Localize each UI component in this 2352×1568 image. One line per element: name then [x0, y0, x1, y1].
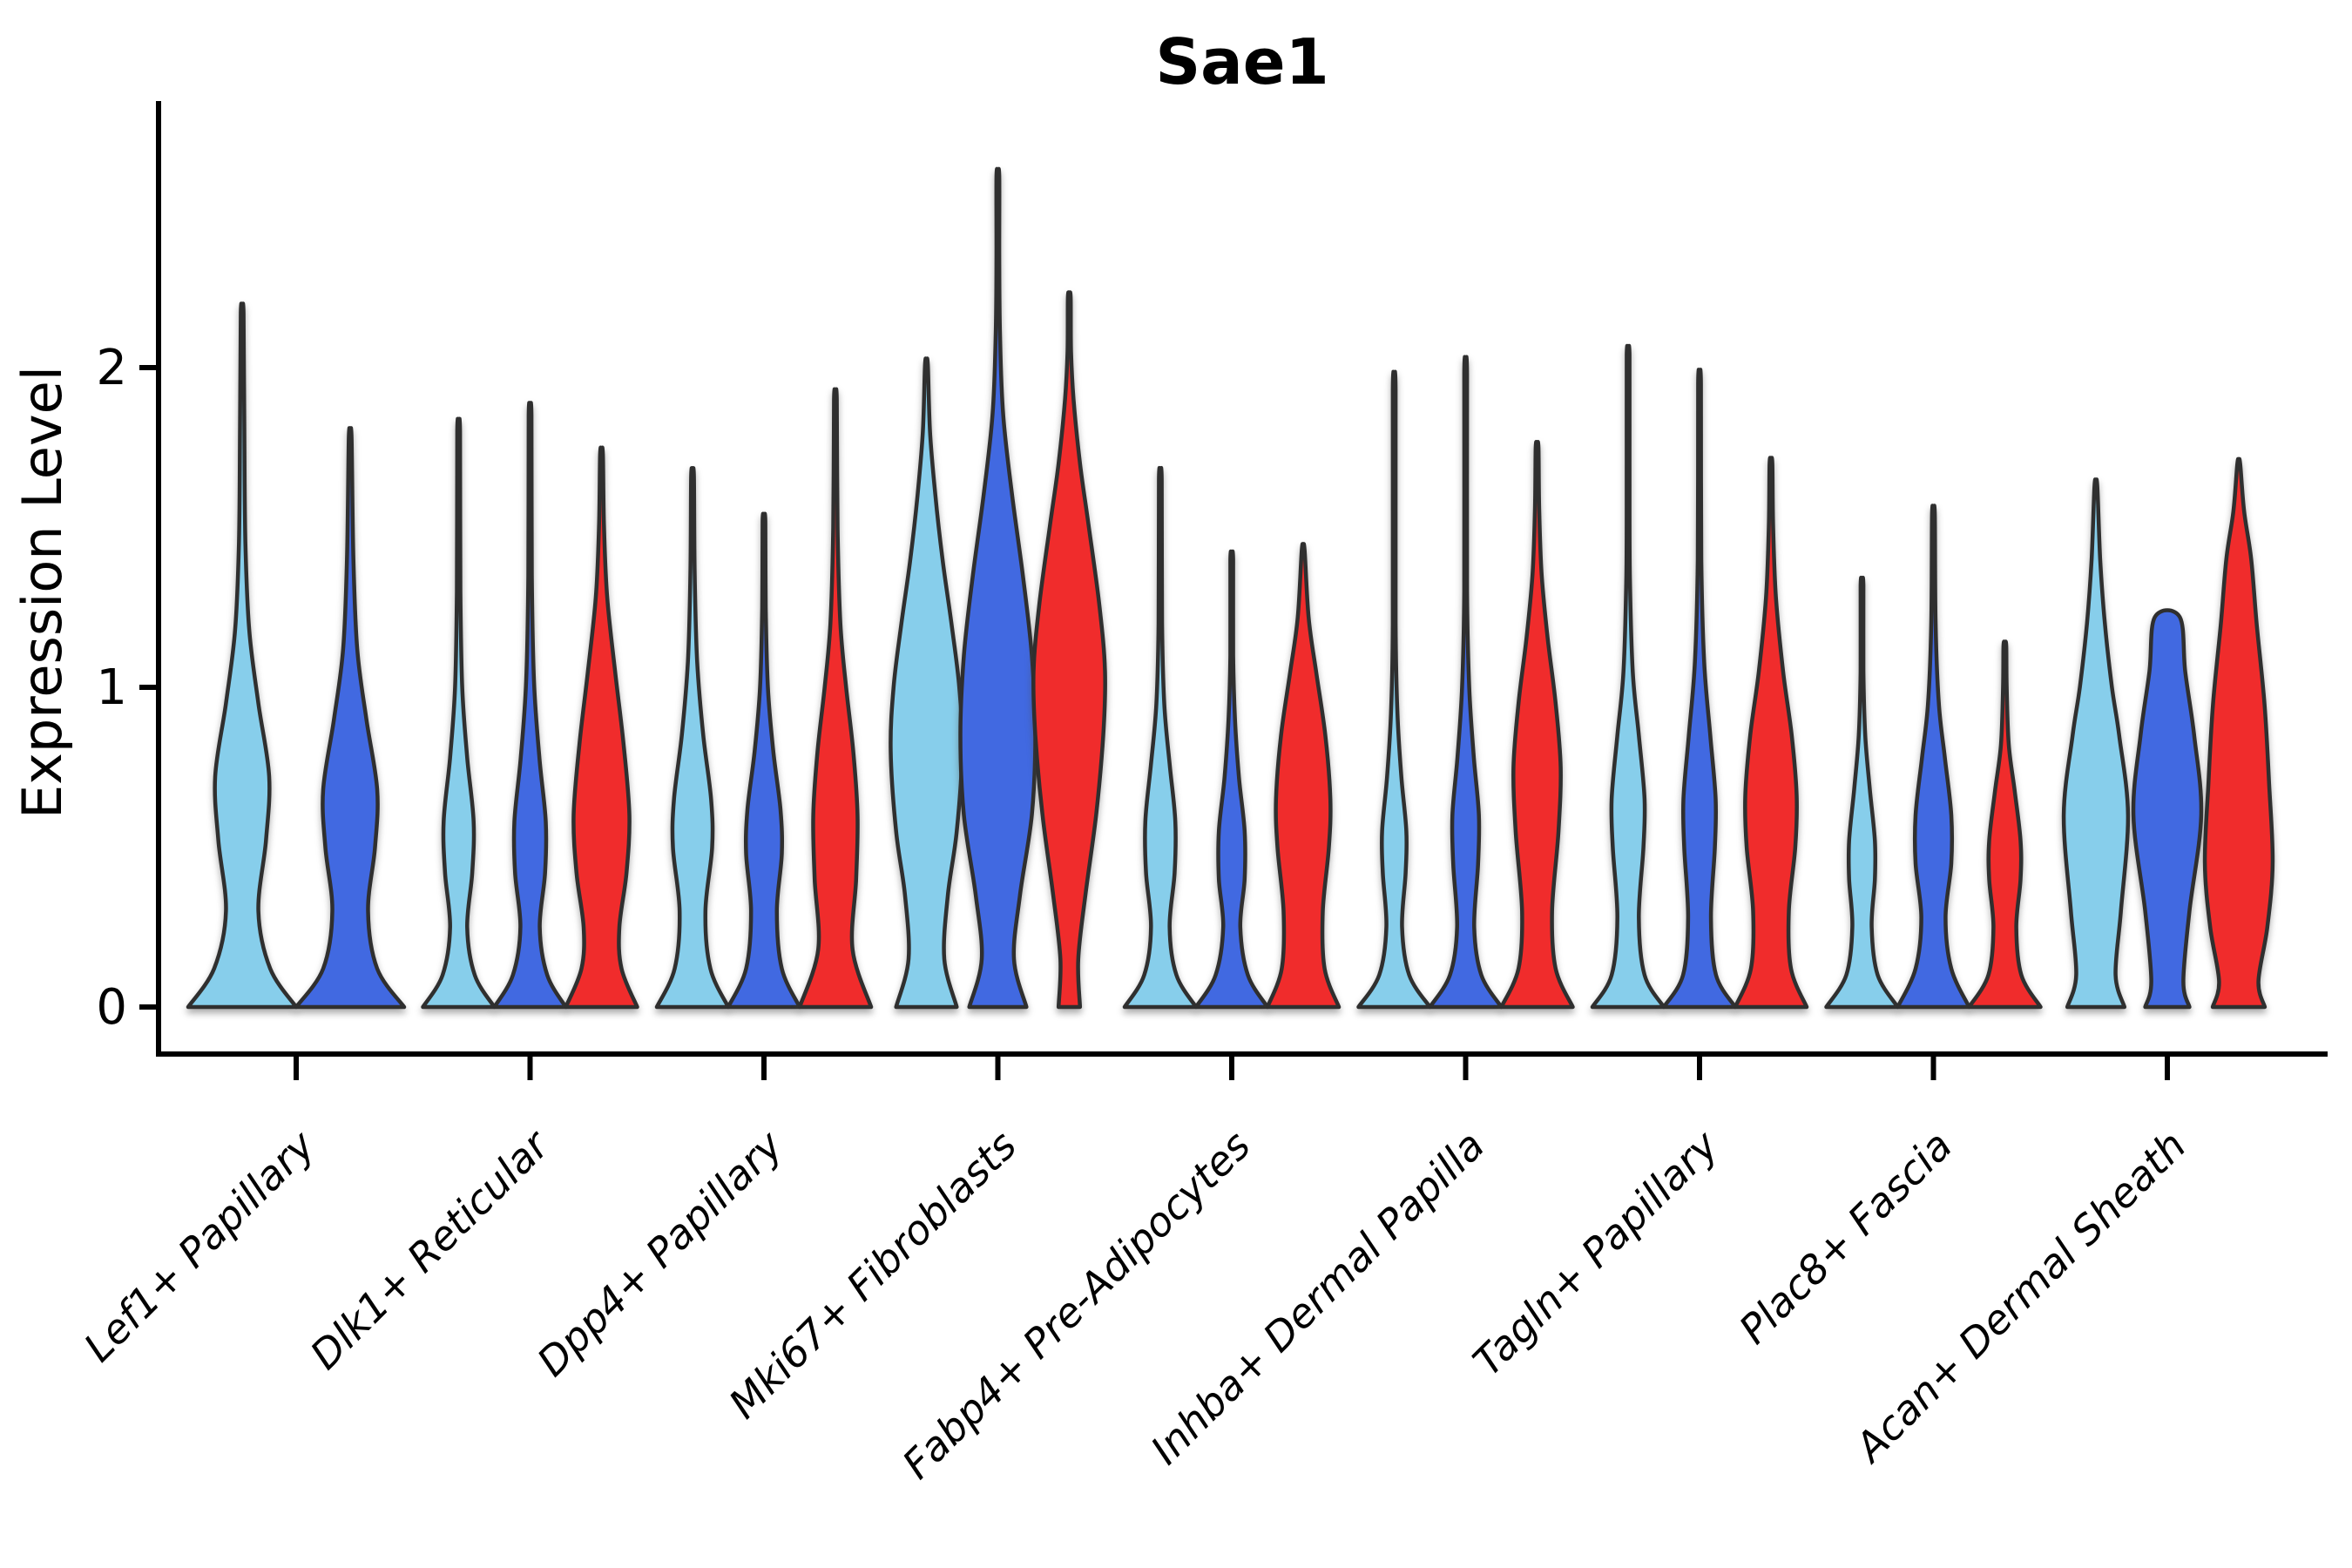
violin-light_blue: [1824, 575, 1900, 1010]
chart-title: Sae1: [1155, 25, 1328, 98]
violin-light_blue: [421, 416, 497, 1010]
violin-light_blue: [2061, 477, 2131, 1010]
violin-red: [797, 387, 874, 1010]
violin-dark_blue: [1661, 368, 1738, 1010]
violin-group: [1122, 465, 1342, 1010]
violin-group: [421, 401, 639, 1010]
violin-light_blue: [1122, 465, 1199, 1010]
y-axis-label: Expression Level: [10, 366, 74, 819]
violin-light_blue: [1590, 343, 1666, 1010]
violin-group: [654, 387, 874, 1010]
violin-group: [1590, 343, 1809, 1010]
y-tick-label: 1: [96, 659, 127, 716]
violin-red: [1499, 439, 1575, 1010]
violin-dark_blue: [492, 401, 568, 1010]
x-tick-label: Lef1+ Papillary: [75, 1121, 324, 1370]
x-tick-label: Plac8+ Fascia: [1730, 1122, 1961, 1353]
violin-group: [889, 166, 1107, 1010]
violin-light_blue: [889, 356, 964, 1010]
violin-group: [2061, 456, 2275, 1010]
y-tick-label: 2: [96, 340, 127, 396]
violin-red: [1967, 639, 2043, 1010]
axes: 0 1 2: [96, 101, 2328, 1080]
violin-group: [1356, 355, 1575, 1010]
x-tick-label: Dlk1+ Reticular: [301, 1119, 560, 1378]
violin-light_blue: [1356, 369, 1432, 1010]
violin-light_blue: [654, 466, 731, 1010]
violin-dark_blue: [2131, 608, 2204, 1010]
x-tick-label: Tagln+ Papillary: [1463, 1121, 1727, 1385]
violin-dark_blue: [1193, 549, 1270, 1010]
violin-dark_blue: [1428, 355, 1504, 1010]
violin-red: [1733, 456, 1809, 1010]
violins-layer: [186, 166, 2275, 1010]
violin-light_blue: [186, 301, 299, 1010]
violin-group: [1824, 504, 2043, 1010]
violin-dark_blue: [726, 511, 802, 1010]
violin-red: [1031, 290, 1107, 1010]
y-tick-label: 0: [96, 979, 127, 1036]
violin-dark_blue: [958, 166, 1037, 1010]
violin-group: [186, 301, 407, 1010]
violin-dark_blue: [1896, 504, 1971, 1010]
violin-red: [564, 445, 639, 1010]
violin-dark_blue: [294, 426, 407, 1010]
violin-red: [2202, 456, 2275, 1010]
x-tick-label: Dpp4+ Papillary: [528, 1121, 792, 1385]
violin-red: [1265, 542, 1342, 1010]
